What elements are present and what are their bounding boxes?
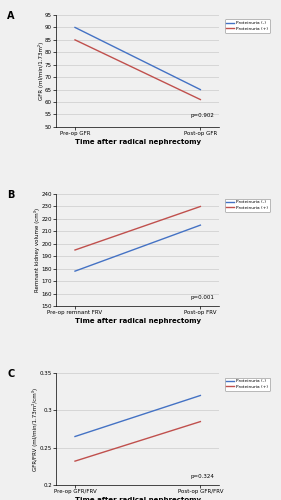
Proteinuria (+) — [199, 204, 202, 210]
X-axis label: Time after radical nephrectomy: Time after radical nephrectomy — [75, 318, 201, 324]
Text: C: C — [7, 368, 15, 378]
Text: B: B — [7, 190, 15, 200]
Proteinuria (-) — [199, 222, 202, 228]
Text: p=0.001: p=0.001 — [191, 296, 214, 300]
Legend: Proteinuria (-), Proteinuria (+): Proteinuria (-), Proteinuria (+) — [225, 20, 270, 32]
X-axis label: Time after radical nephrectomy: Time after radical nephrectomy — [75, 139, 201, 145]
Proteinuria (+) — [73, 37, 77, 43]
Proteinuria (+) — [73, 247, 77, 253]
Legend: Proteinuria (-), Proteinuria (+): Proteinuria (-), Proteinuria (+) — [225, 378, 270, 390]
Line: Proteinuria (+): Proteinuria (+) — [75, 40, 200, 100]
Line: Proteinuria (+): Proteinuria (+) — [75, 422, 200, 461]
Proteinuria (-) — [199, 392, 202, 398]
Text: A: A — [7, 10, 15, 20]
Proteinuria (-) — [73, 268, 77, 274]
Line: Proteinuria (-): Proteinuria (-) — [75, 28, 200, 90]
Text: p=0.324: p=0.324 — [191, 474, 214, 480]
Proteinuria (+) — [199, 96, 202, 102]
Proteinuria (-) — [73, 434, 77, 440]
Proteinuria (-) — [199, 86, 202, 92]
X-axis label: Time after radical nephrectomy: Time after radical nephrectomy — [75, 497, 201, 500]
Text: p=0.902: p=0.902 — [191, 113, 214, 118]
Y-axis label: GFR/FRV (ml/min/1.73m²/cm³): GFR/FRV (ml/min/1.73m²/cm³) — [32, 388, 38, 470]
Line: Proteinuria (-): Proteinuria (-) — [75, 225, 200, 271]
Y-axis label: Remnant kidney volume (cm³): Remnant kidney volume (cm³) — [34, 208, 40, 292]
Y-axis label: GFR (ml/min/1.73m²): GFR (ml/min/1.73m²) — [38, 42, 44, 100]
Proteinuria (-) — [73, 24, 77, 30]
Proteinuria (+) — [73, 458, 77, 464]
Legend: Proteinuria (-), Proteinuria (+): Proteinuria (-), Proteinuria (+) — [225, 198, 270, 211]
Line: Proteinuria (+): Proteinuria (+) — [75, 206, 200, 250]
Line: Proteinuria (-): Proteinuria (-) — [75, 396, 200, 436]
Proteinuria (+) — [199, 418, 202, 424]
